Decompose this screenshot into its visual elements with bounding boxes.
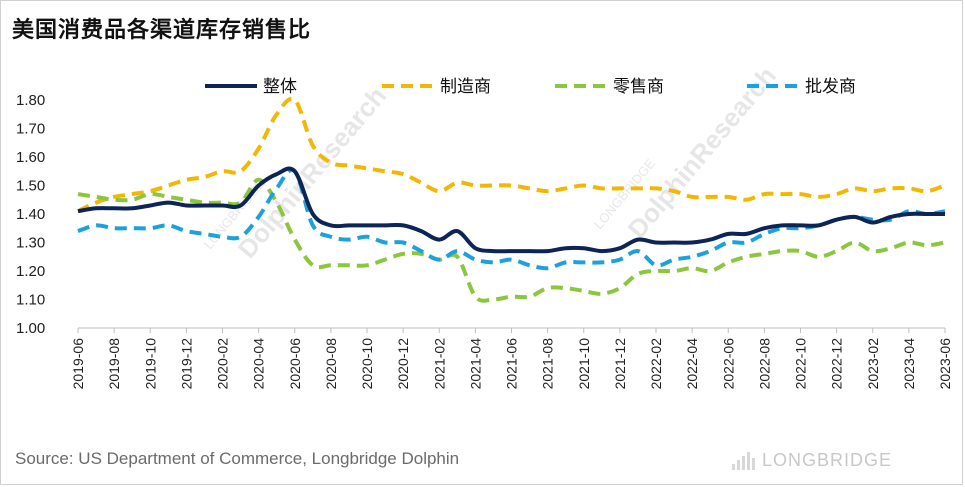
x-tick-label: 2021-08 — [540, 338, 556, 390]
y-tick-label: 1.70 — [16, 121, 45, 138]
x-tick-label: 2022-10 — [793, 338, 809, 390]
chart-title: 美国消费品各渠道库存销售比 — [12, 18, 312, 43]
x-tick-label: 2022-12 — [829, 338, 845, 390]
x-tick-label: 2021-12 — [612, 338, 628, 390]
y-tick-label: 1.00 — [16, 320, 45, 337]
x-tick-label: 2019-12 — [178, 338, 194, 390]
x-tick-label: 2022-08 — [756, 338, 772, 390]
series-line-0 — [77, 166, 945, 254]
legend-label: 整体 — [263, 77, 297, 97]
x-axis-ticks: 2019-06 2019-08 2019-10 2019-12 2020-02 2020-… — [70, 328, 953, 389]
x-tick-label: 2020-10 — [359, 338, 375, 390]
x-tick-label: 2019-08 — [106, 338, 122, 390]
x-tick-label: 2023-06 — [937, 338, 953, 390]
y-tick-label: 1.10 — [16, 292, 45, 309]
x-tick-label: 2020-04 — [251, 338, 267, 390]
x-tick-label: 2021-02 — [431, 338, 447, 390]
y-axis-ticks: 1.00 1.10 1.20 1.30 1.40 1.50 1.60 1.70 1.80 — [16, 92, 45, 337]
series-line-1 — [77, 96, 946, 213]
legend-label: 零售商 — [613, 77, 664, 97]
y-tick-label: 1.30 — [16, 235, 45, 252]
x-tick-label: 2023-04 — [901, 338, 917, 390]
x-tick-label: 2020-12 — [395, 338, 411, 390]
x-tick-label: 2022-06 — [720, 338, 736, 390]
x-tick-label: 2020-08 — [323, 338, 339, 390]
x-tick-label: 2019-06 — [70, 338, 86, 390]
y-tick-label: 1.50 — [16, 178, 45, 195]
x-tick-label: 2021-04 — [467, 338, 483, 390]
source-note: Source: US Department of Commerce, Longb… — [15, 449, 460, 468]
x-tick-label: 2020-02 — [215, 338, 231, 390]
x-tick-label: 2022-02 — [648, 338, 664, 390]
y-tick-label: 1.80 — [16, 92, 45, 109]
y-tick-label: 1.40 — [16, 206, 45, 223]
legend: 整体 制造商 零售商 批发商 — [205, 77, 856, 97]
brand-logo-icon — [732, 452, 758, 470]
legend-label: 制造商 — [440, 77, 491, 97]
y-tick-label: 1.20 — [16, 263, 45, 280]
brand-watermark: LONGBRIDGE — [762, 450, 893, 470]
x-tick-label: 2022-04 — [684, 338, 700, 390]
x-tick-label: 2019-10 — [142, 338, 158, 390]
x-tick-label: 2021-06 — [504, 338, 520, 390]
series-lines — [77, 96, 946, 303]
x-tick-label: 2020-06 — [287, 338, 303, 390]
x-tick-label: 2023-02 — [865, 338, 881, 390]
x-tick-label: 2021-10 — [576, 338, 592, 390]
series-line-3 — [77, 167, 946, 271]
legend-label: 批发商 — [805, 77, 856, 97]
y-tick-label: 1.60 — [16, 149, 45, 166]
